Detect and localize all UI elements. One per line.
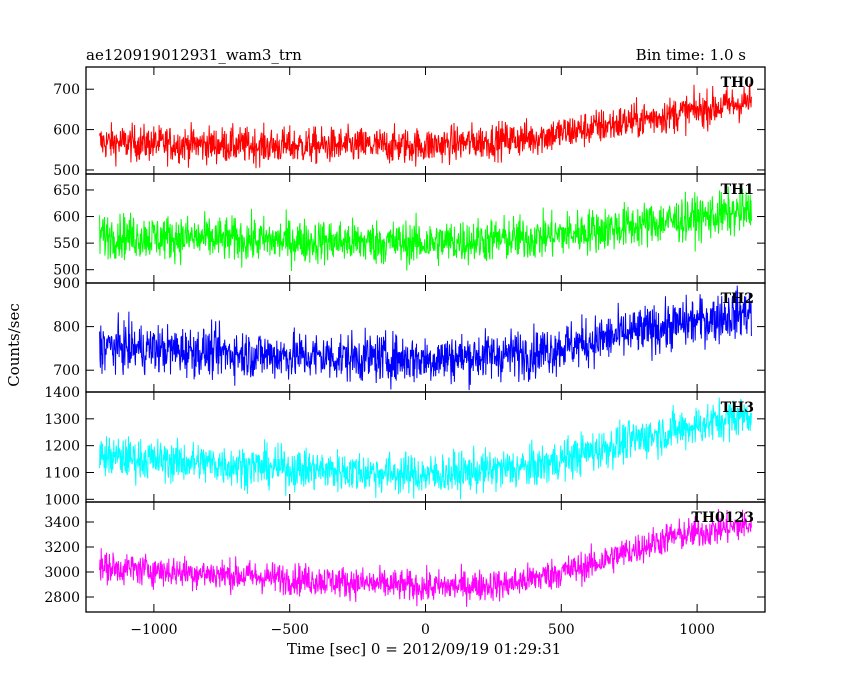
y-tick-label: 3000 <box>44 565 80 581</box>
y-axis-label: Counts/sec <box>5 303 23 387</box>
panel-label-th0123: TH0123 <box>691 510 754 526</box>
y-tick-label: 600 <box>53 123 80 139</box>
y-tick-label: 500 <box>53 163 80 179</box>
y-tick-label: 1000 <box>44 492 80 508</box>
x-axis-label: Time [sec] 0 = 2012/09/19 01:29:31 <box>287 640 561 658</box>
y-tick-label: 650 <box>53 183 80 199</box>
panels-group: 500 600 700 TH0 500 550 600 650 TH1 700 800 900 TH2 1… <box>44 66 766 638</box>
y-tick-label: 700 <box>53 363 80 379</box>
y-tick-label: 1400 <box>44 385 80 401</box>
y-tick-label: 2800 <box>44 590 80 606</box>
y-tick-label: 800 <box>53 320 80 336</box>
panel-frame <box>85 501 766 613</box>
y-tick-label: 3200 <box>44 540 80 556</box>
x-tick-label: 0 <box>421 622 430 638</box>
y-tick-label: 900 <box>53 276 80 292</box>
chart-title: ae120919012931_wam3_trn <box>86 46 302 64</box>
y-tick-label: 700 <box>53 82 80 98</box>
panel-label-th0: TH0 <box>721 75 755 91</box>
series-line-th0 <box>99 83 752 169</box>
bin-time-label: Bin time: 1.0 s <box>636 46 746 64</box>
panel-label-th3: TH3 <box>721 400 754 416</box>
series-line-th1 <box>99 186 752 272</box>
y-tick-label: 500 <box>53 263 80 279</box>
x-tick-label: −1000 <box>130 622 177 638</box>
y-tick-label: 3400 <box>44 515 80 531</box>
x-tick-label: 500 <box>548 622 575 638</box>
x-tick-label: −500 <box>270 622 308 638</box>
y-tick-label: 1200 <box>44 439 80 455</box>
series-line-th3 <box>99 397 752 500</box>
y-tick-label: 600 <box>53 210 80 226</box>
panel-label-th2: TH2 <box>721 291 754 307</box>
panel-frame <box>85 282 766 393</box>
panel-label-th1: TH1 <box>721 182 754 198</box>
y-tick-label: 550 <box>53 236 80 252</box>
series-line-th2 <box>99 285 752 391</box>
x-tick-label: 1000 <box>679 622 715 638</box>
y-tick-label: 1300 <box>44 412 80 428</box>
series-line-th0123 <box>99 508 752 607</box>
y-tick-label: 1100 <box>44 465 80 481</box>
